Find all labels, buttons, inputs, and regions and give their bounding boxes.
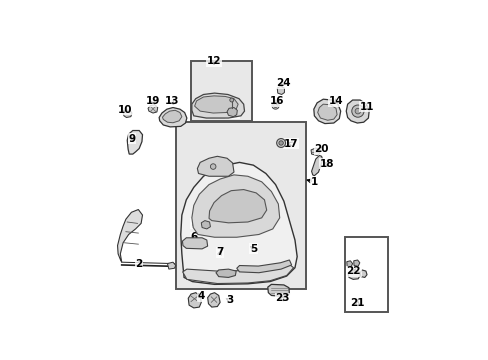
Polygon shape — [313, 99, 340, 123]
Text: 21: 21 — [349, 298, 364, 308]
Text: 13: 13 — [164, 96, 179, 107]
Text: 8: 8 — [191, 219, 198, 229]
Text: 11: 11 — [359, 102, 373, 112]
Bar — [175, 122, 305, 288]
Polygon shape — [162, 110, 182, 123]
Polygon shape — [347, 270, 359, 279]
Polygon shape — [207, 293, 220, 307]
Circle shape — [273, 104, 277, 108]
Polygon shape — [194, 96, 238, 113]
Circle shape — [271, 102, 279, 109]
Polygon shape — [183, 264, 293, 284]
Text: 12: 12 — [206, 56, 221, 66]
Polygon shape — [353, 260, 359, 266]
Text: 14: 14 — [328, 96, 343, 107]
Polygon shape — [359, 270, 366, 278]
Circle shape — [354, 108, 360, 114]
Text: 9: 9 — [128, 134, 135, 144]
Polygon shape — [346, 100, 368, 123]
Polygon shape — [267, 284, 289, 297]
Circle shape — [229, 98, 233, 102]
Polygon shape — [277, 86, 284, 94]
Polygon shape — [310, 148, 319, 156]
Circle shape — [210, 164, 216, 169]
Polygon shape — [127, 131, 142, 154]
Polygon shape — [208, 190, 266, 223]
Text: 15: 15 — [225, 109, 239, 119]
Text: 24: 24 — [275, 78, 290, 89]
Text: 7: 7 — [216, 247, 224, 257]
Polygon shape — [182, 238, 207, 249]
Text: 20: 20 — [313, 144, 328, 154]
Text: 10: 10 — [118, 105, 132, 115]
Bar — [344, 237, 387, 312]
Text: 18: 18 — [319, 159, 333, 169]
Text: 16: 16 — [270, 96, 284, 107]
Polygon shape — [317, 104, 336, 120]
Polygon shape — [148, 105, 158, 113]
Bar — [191, 61, 251, 121]
Text: 17: 17 — [283, 139, 298, 149]
Polygon shape — [201, 221, 210, 229]
Text: 6: 6 — [190, 232, 197, 242]
Polygon shape — [311, 156, 322, 176]
Circle shape — [276, 139, 285, 148]
Text: 22: 22 — [346, 266, 360, 276]
Polygon shape — [191, 175, 279, 237]
Polygon shape — [123, 110, 132, 117]
Circle shape — [351, 105, 363, 117]
Polygon shape — [117, 210, 142, 262]
Polygon shape — [236, 260, 291, 273]
Text: 23: 23 — [275, 293, 289, 303]
Polygon shape — [167, 262, 175, 269]
Text: 3: 3 — [226, 296, 233, 305]
Polygon shape — [346, 261, 352, 267]
Text: 19: 19 — [145, 96, 160, 107]
Polygon shape — [216, 269, 236, 278]
Text: 5: 5 — [249, 244, 257, 254]
Text: 4: 4 — [197, 291, 204, 301]
Polygon shape — [159, 108, 186, 127]
Polygon shape — [197, 156, 233, 176]
Polygon shape — [191, 93, 244, 118]
Polygon shape — [226, 108, 237, 117]
Polygon shape — [181, 162, 297, 284]
Polygon shape — [188, 293, 201, 308]
Text: 1: 1 — [310, 177, 317, 187]
Circle shape — [278, 141, 283, 145]
Text: 2: 2 — [135, 258, 142, 269]
